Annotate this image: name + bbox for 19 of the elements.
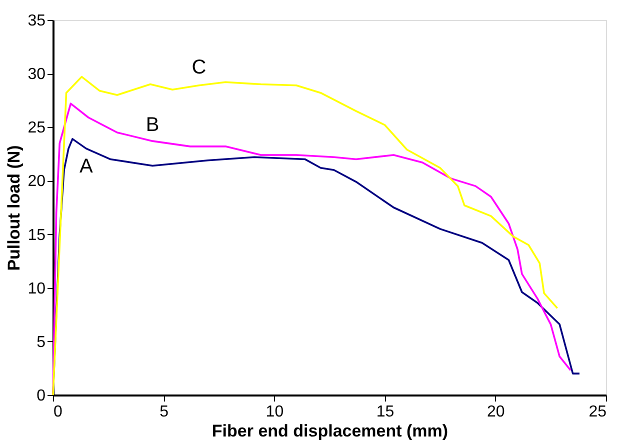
- series-label: C: [192, 56, 206, 78]
- y-axis-title: Pullout load (N): [4, 145, 24, 271]
- x-axis-title: Fiber end displacement (mm): [212, 422, 448, 440]
- y-tick-label: 10: [28, 280, 46, 298]
- x-tick-label: 0: [54, 404, 62, 420]
- y-tick-label: 0: [36, 388, 46, 404]
- series-label: B: [146, 114, 160, 136]
- x-tick-label: 10: [266, 404, 284, 420]
- x-tick-label: 20: [487, 404, 505, 420]
- x-tick-label: 5: [160, 404, 169, 420]
- y-tick-label: 20: [28, 173, 46, 190]
- y-tick-label: 25: [28, 120, 46, 137]
- x-tick-label: 25: [588, 404, 607, 420]
- y-tick-label: 5: [36, 334, 46, 351]
- y-tick-label: 30: [28, 66, 46, 84]
- y-tick-label: 35: [28, 12, 46, 30]
- x-tick-label: 15: [376, 404, 394, 420]
- y-tick-label: 15: [28, 226, 46, 244]
- series-label: A: [80, 156, 94, 178]
